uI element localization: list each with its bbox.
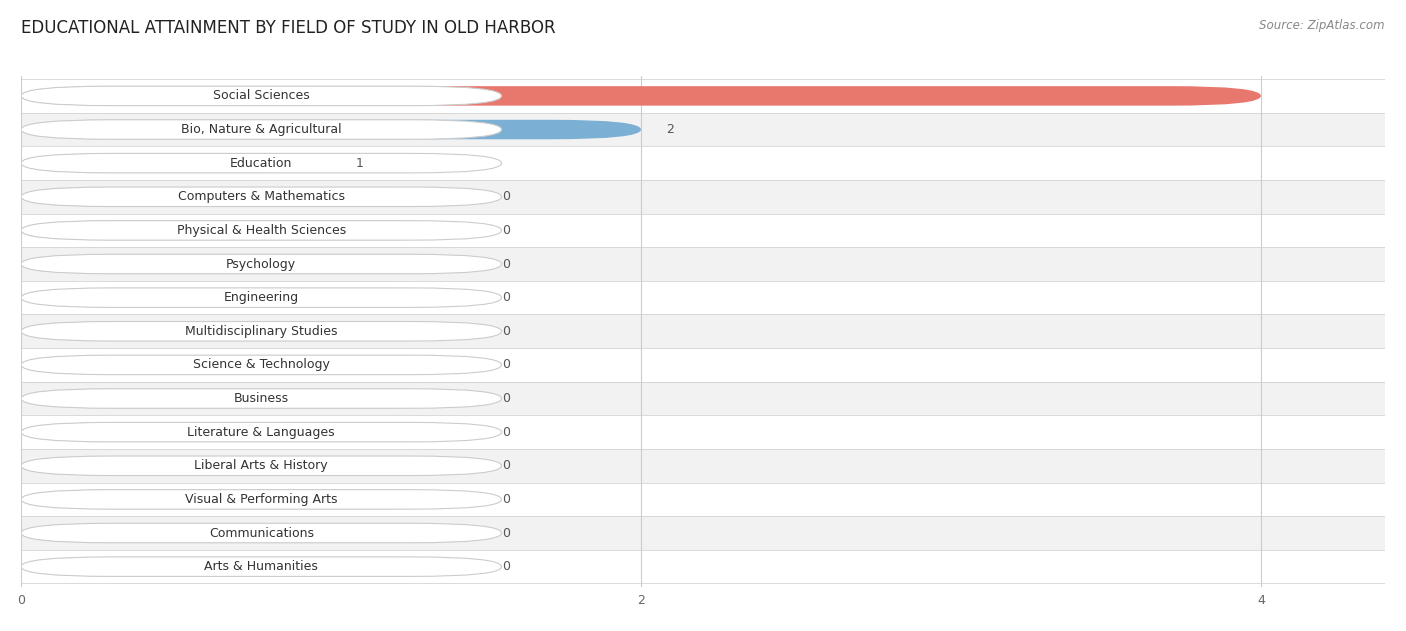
Text: 0: 0	[502, 291, 510, 304]
Text: Communications: Communications	[209, 526, 314, 540]
FancyBboxPatch shape	[21, 523, 502, 543]
Bar	[21, 449, 1385, 483]
Text: 2: 2	[666, 123, 673, 136]
Bar	[21, 415, 1385, 449]
FancyBboxPatch shape	[21, 288, 478, 307]
Bar	[21, 550, 1385, 584]
Bar	[21, 247, 1385, 281]
Text: Arts & Humanities: Arts & Humanities	[204, 560, 318, 573]
FancyBboxPatch shape	[21, 389, 502, 408]
Text: Computers & Mathematics: Computers & Mathematics	[177, 191, 344, 203]
Text: 0: 0	[502, 493, 510, 506]
Text: Psychology: Psychology	[226, 257, 297, 271]
FancyBboxPatch shape	[21, 187, 478, 206]
Text: 0: 0	[502, 392, 510, 405]
Text: Liberal Arts & History: Liberal Arts & History	[194, 459, 328, 472]
Bar	[21, 281, 1385, 314]
FancyBboxPatch shape	[21, 322, 478, 341]
FancyBboxPatch shape	[21, 86, 1261, 105]
Bar	[21, 314, 1385, 348]
FancyBboxPatch shape	[21, 456, 478, 476]
Text: 0: 0	[502, 224, 510, 237]
FancyBboxPatch shape	[21, 254, 502, 274]
Text: Bio, Nature & Agricultural: Bio, Nature & Agricultural	[181, 123, 342, 136]
Text: 0: 0	[502, 358, 510, 372]
FancyBboxPatch shape	[21, 322, 502, 341]
Text: 0: 0	[502, 560, 510, 573]
Text: 0: 0	[502, 526, 510, 540]
Text: Engineering: Engineering	[224, 291, 299, 304]
Bar	[21, 213, 1385, 247]
FancyBboxPatch shape	[21, 389, 478, 408]
Text: 0: 0	[502, 426, 510, 439]
Bar	[21, 483, 1385, 516]
FancyBboxPatch shape	[21, 288, 502, 307]
Bar	[21, 79, 1385, 113]
FancyBboxPatch shape	[21, 422, 502, 442]
Text: 0: 0	[502, 325, 510, 338]
Text: Education: Education	[231, 156, 292, 170]
Bar	[21, 382, 1385, 415]
Bar	[21, 516, 1385, 550]
Text: Source: ZipAtlas.com: Source: ZipAtlas.com	[1260, 19, 1385, 32]
Bar	[21, 180, 1385, 213]
FancyBboxPatch shape	[21, 221, 502, 240]
FancyBboxPatch shape	[21, 490, 502, 509]
Text: EDUCATIONAL ATTAINMENT BY FIELD OF STUDY IN OLD HARBOR: EDUCATIONAL ATTAINMENT BY FIELD OF STUDY…	[21, 19, 555, 37]
FancyBboxPatch shape	[21, 490, 478, 509]
Text: 4: 4	[1351, 90, 1360, 102]
Text: Visual & Performing Arts: Visual & Performing Arts	[186, 493, 337, 506]
Text: Literature & Languages: Literature & Languages	[187, 426, 335, 439]
FancyBboxPatch shape	[21, 456, 502, 476]
Text: Physical & Health Sciences: Physical & Health Sciences	[177, 224, 346, 237]
Bar	[21, 348, 1385, 382]
FancyBboxPatch shape	[21, 523, 478, 543]
FancyBboxPatch shape	[21, 355, 502, 375]
Text: 0: 0	[502, 459, 510, 472]
FancyBboxPatch shape	[21, 355, 478, 375]
FancyBboxPatch shape	[21, 557, 478, 576]
FancyBboxPatch shape	[21, 254, 478, 274]
FancyBboxPatch shape	[21, 557, 502, 576]
FancyBboxPatch shape	[21, 120, 502, 139]
Text: Multidisciplinary Studies: Multidisciplinary Studies	[186, 325, 337, 338]
Text: 1: 1	[356, 156, 364, 170]
FancyBboxPatch shape	[21, 153, 502, 173]
Text: 0: 0	[502, 257, 510, 271]
FancyBboxPatch shape	[21, 120, 641, 139]
Text: Social Sciences: Social Sciences	[212, 90, 309, 102]
Text: 0: 0	[502, 191, 510, 203]
Bar	[21, 146, 1385, 180]
Bar	[21, 113, 1385, 146]
Text: Science & Technology: Science & Technology	[193, 358, 330, 372]
Text: Business: Business	[233, 392, 288, 405]
FancyBboxPatch shape	[21, 153, 330, 173]
FancyBboxPatch shape	[21, 422, 478, 442]
FancyBboxPatch shape	[21, 86, 502, 105]
FancyBboxPatch shape	[21, 221, 478, 240]
FancyBboxPatch shape	[21, 187, 502, 206]
